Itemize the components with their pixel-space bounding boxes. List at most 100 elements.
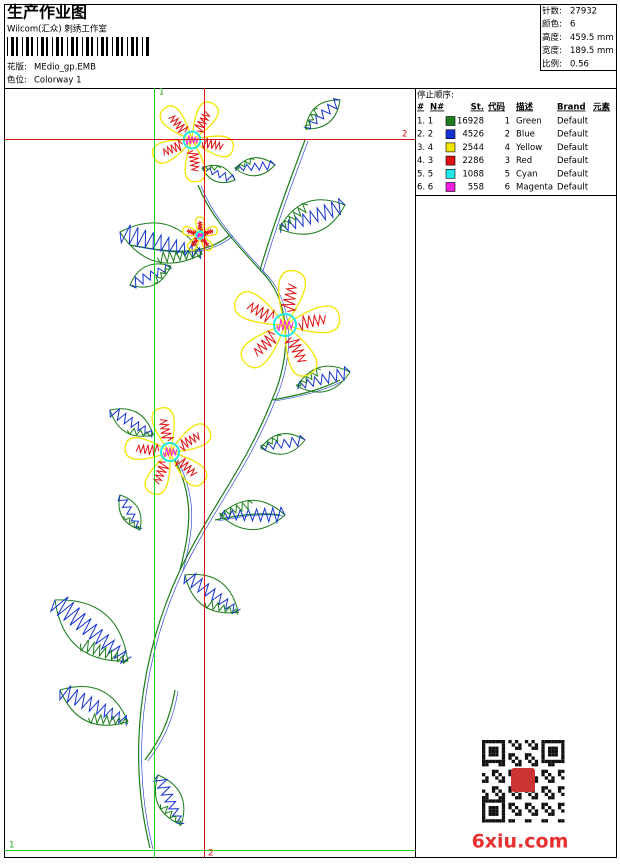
stitches: 4526 [462,130,484,140]
stitch [179,432,200,452]
qr-cell [515,740,519,744]
bar [121,37,123,56]
qr-cell [501,776,506,780]
code: 1 [505,117,510,127]
column-header: St. [471,103,484,113]
qr-cell [561,786,565,790]
stitches: 2286 [462,156,484,166]
qr-cell [551,746,555,750]
brand: Default [557,156,589,166]
stitch [156,249,203,265]
qr-cell [548,779,552,783]
qr-cell [501,743,506,747]
embroidery [49,98,351,850]
qr-cell [495,769,499,773]
qr-cell [531,763,535,767]
qr-cell [485,799,489,803]
qr-cell [482,749,486,754]
info-value: 0.56 [570,59,589,69]
stitch [218,499,253,518]
column-header: 元素 [593,102,611,113]
qr-cell [548,759,552,764]
stitch [204,599,239,615]
qr-cell [541,759,545,764]
flower-center [273,313,297,337]
qr-cell [482,773,486,777]
qr-cell [508,819,512,823]
qr-cell [485,796,489,800]
qr-cell [498,789,502,793]
qr-cell [524,806,529,810]
petal [184,139,206,183]
qr-cell [557,819,562,823]
bar [97,37,98,56]
stitch [303,98,341,130]
qr-cell [485,792,489,797]
qr-cell [557,786,562,790]
qr-cell [491,759,496,764]
leaf [154,774,185,826]
bar [11,37,14,56]
qr-cell [524,819,529,823]
code: 6 [505,183,510,193]
qr-cell [491,740,496,744]
qr-cell [491,789,496,793]
qr-cell [488,740,492,744]
qr-cell [548,753,552,757]
qr-cell [541,802,545,806]
qr-cell [541,773,545,777]
info-value: 459.5 mm [570,33,614,43]
qr-cell [518,809,522,813]
stitch [126,427,154,438]
qr-cell [541,753,545,757]
stitch [87,712,129,726]
row-index: 3. 4 [417,143,433,153]
qr-cell [495,740,499,744]
stem [177,460,192,572]
border [4,4,617,858]
stitch [152,774,185,824]
qr-cell [482,753,486,757]
qr-cell [561,746,565,750]
info-value: 27932 [570,7,597,17]
stitch [203,228,213,238]
qr-cell [491,812,496,816]
stop-title: 停止顺序: [417,90,454,101]
qr-cell [551,740,555,744]
qr-cell [518,746,522,750]
qr-cell [488,799,492,803]
petal [199,234,214,252]
code: 5 [505,169,510,179]
qr-cell [501,809,506,813]
qr-logo [511,768,535,792]
qr-cell [544,740,548,744]
qr-cell [482,809,486,813]
qr-cell [511,743,515,747]
barcode [7,37,149,56]
stitch [159,804,182,827]
qr-cell [485,819,489,823]
qr-cell [554,759,558,764]
qr-cell [485,740,489,744]
flower-center [195,230,205,240]
stitch [298,313,326,332]
bar [131,37,134,56]
qr-cell [501,812,506,816]
qr-code [482,740,565,823]
stitches: 2544 [462,143,484,153]
guide-label: 1 [159,88,164,98]
qr-cell [528,743,532,747]
qr-cell [501,792,506,797]
stitch [234,159,276,172]
qr-cell [551,809,555,813]
qr-cell [528,759,532,764]
qr-cell [482,789,486,793]
qr-cell [495,753,499,757]
petal [151,407,175,453]
stitch [297,365,351,390]
color-swatch [445,129,456,139]
qr-cell [515,746,519,750]
qr-cell [498,799,502,803]
title: 生产作业图 [7,3,87,22]
